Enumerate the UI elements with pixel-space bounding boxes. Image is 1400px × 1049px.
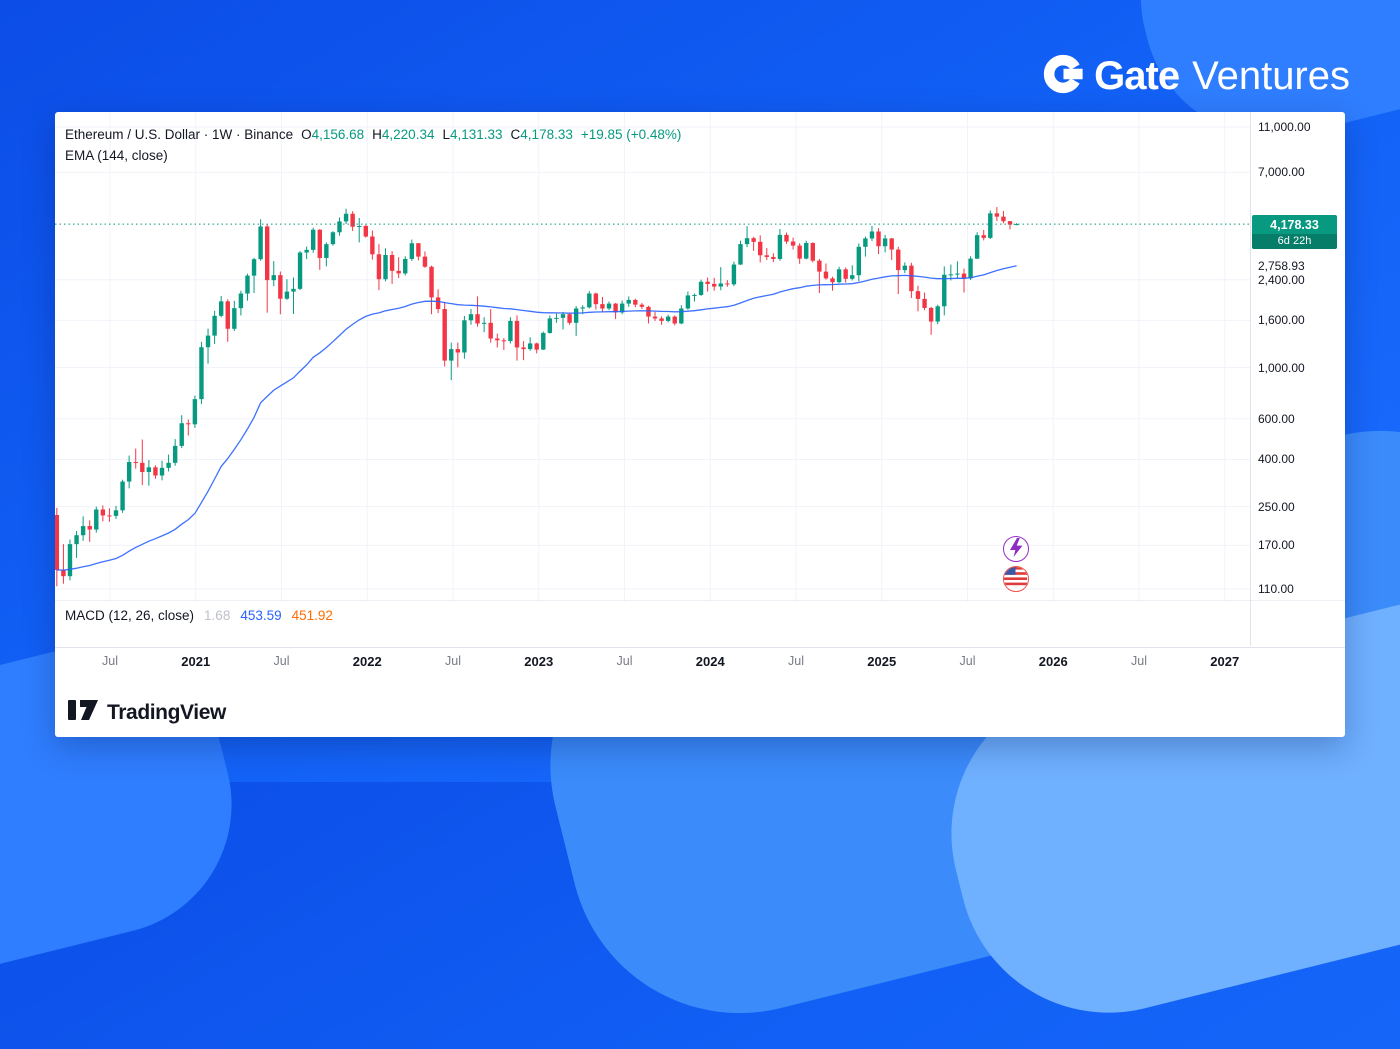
time-axis-label[interactable]: 2025 [867,654,897,669]
price-axis-label: 2,400.00 [1258,272,1305,287]
price-axis-label: 250.00 [1258,499,1295,514]
gate-logo-icon [1041,52,1085,101]
macd-histogram-value: 1.68 [204,608,231,623]
high-label: H [372,127,382,142]
symbol-legend: Ethereum / U.S. Dollar · 1W · Binance O4… [65,124,681,166]
time-axis-label[interactable]: 2027 [1210,654,1240,669]
ema-line [56,265,1017,571]
time-axis-label[interactable]: Jul [445,654,461,668]
price-axis-label: 110.00 [1258,582,1294,596]
open-label: O [301,127,312,142]
macd-signal-value: 451.92 [291,608,333,623]
symbol-title[interactable]: Ethereum / U.S. Dollar · 1W · Binance [65,127,294,142]
time-axis-label[interactable]: 2021 [181,654,211,669]
last-price-value: 4,178.33 [1270,218,1319,233]
change-value: +19.85 (+0.48%) [580,127,682,142]
time-axis-label[interactable]: 2024 [695,654,725,669]
high-value: 4,220.34 [381,127,435,142]
price-axis-label: 600.00 [1258,411,1295,426]
price-axis-label: 1,000.00 [1258,360,1305,375]
pane-separator[interactable] [55,600,1345,601]
us-economic-event-marker[interactable] [1002,566,1029,592]
time-axis-label[interactable]: Jul [959,654,976,668]
time-axis-label[interactable]: Jul [273,654,290,668]
candles-layer [55,207,1019,587]
macd-title[interactable]: MACD (12, 26, close) [65,608,195,623]
price-axis[interactable]: 2,758.93 4,178.33 6d 22h 11,000.00 7,000.… [1250,112,1346,646]
close-label: C [510,127,521,142]
time-axis[interactable]: Jul 2021 Jul 2022 Jul 2023 Jul 2024 Jul 2025 Jul 20… [55,648,1250,676]
bar-countdown: 6d 22h [1252,234,1337,250]
close-value: 4,178.33 [520,127,573,142]
tradingview-glyph-icon [67,696,99,729]
price-axis-label: 11,000.00 [1258,120,1311,134]
open-value: 4,156.68 [311,127,365,142]
time-axis-label[interactable]: Jul [102,654,118,668]
grid-layer [55,112,1250,602]
low-value: 4,131.33 [449,127,503,142]
tradingview-logo[interactable]: TradingView [67,696,226,729]
time-axis-label[interactable]: 2026 [1038,654,1068,669]
last-price-badge: 4,178.33 6d 22h [1252,215,1337,250]
time-axis-label[interactable]: 2022 [352,654,382,669]
brand-suffix: Ventures [1192,54,1350,98]
macd-line-value: 453.59 [240,608,282,623]
time-axis-label[interactable]: Jul [1131,654,1147,668]
low-label: L [442,127,450,142]
price-axis-label: 170.00 [1258,538,1295,553]
time-axis-separator [55,647,1345,648]
macd-legend: MACD (12, 26, close) 1.68 453.59 451.92 [65,608,333,623]
price-axis-label: 400.00 [1258,452,1295,467]
ema-axis-value: 2,758.93 [1258,258,1305,273]
time-axis-label[interactable]: Jul [788,654,804,668]
gate-ventures-logo: Gate Ventures [1041,52,1350,101]
lightning-icon [1005,536,1027,563]
us-flag-icon [1004,567,1028,591]
price-axis-label: 1,600.00 [1258,313,1305,328]
tradingview-wordmark: TradingView [107,700,226,724]
time-axis-label[interactable]: Jul [616,654,633,668]
tradingview-chart-card: Ethereum / U.S. Dollar · 1W · Binance O4… [55,112,1345,737]
candlestick-chart[interactable] [55,112,1250,602]
brand-name: Gate [1094,54,1180,98]
volatility-event-marker[interactable] [1002,536,1029,563]
price-axis-label: 7,000.00 [1258,165,1305,180]
ema-legend[interactable]: EMA (144, close) [65,148,168,163]
time-axis-label[interactable]: 2023 [524,654,554,669]
